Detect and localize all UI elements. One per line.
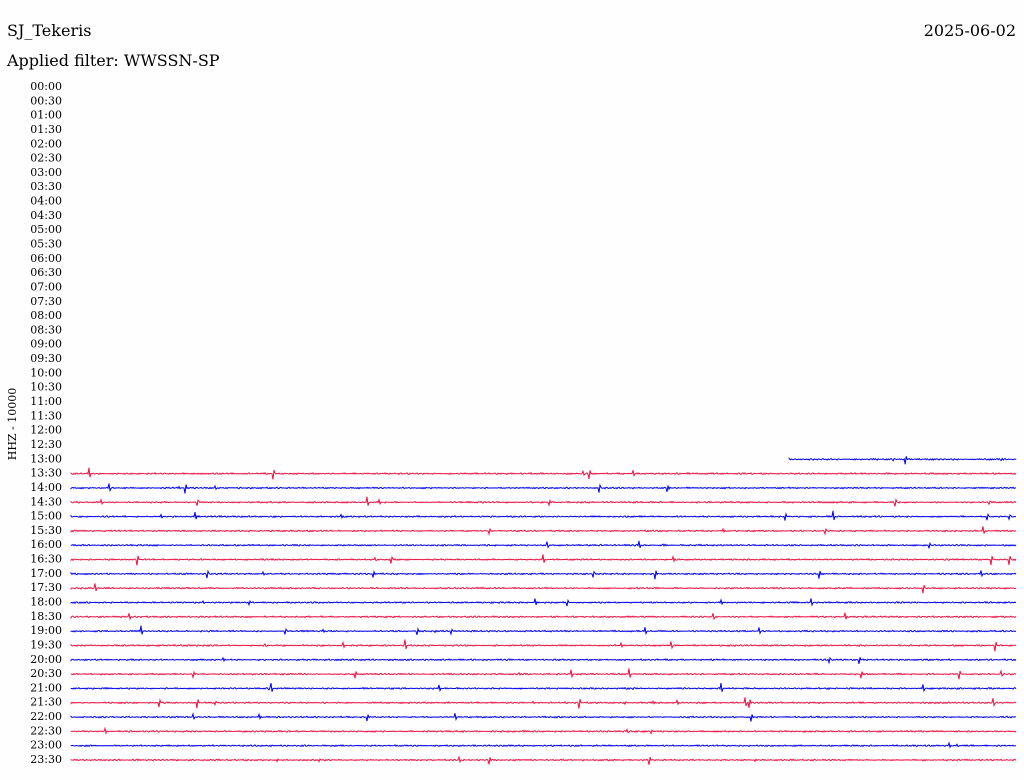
time-label: 01:00	[30, 109, 62, 122]
trace	[70, 467, 1017, 480]
time-label: 12:00	[30, 424, 62, 437]
trace	[70, 540, 1017, 549]
time-label: 13:30	[30, 467, 62, 480]
time-label: 19:00	[30, 624, 62, 637]
trace	[70, 496, 1017, 507]
date: 2025-06-02	[924, 21, 1016, 40]
time-label: 09:00	[30, 338, 62, 351]
time-label: 15:00	[30, 510, 62, 523]
time-label: 19:30	[30, 638, 62, 651]
time-label: 23:30	[30, 753, 62, 766]
trace	[70, 741, 1017, 749]
time-label: 13:00	[30, 452, 62, 465]
trace	[70, 668, 1017, 680]
time-label: 17:30	[30, 581, 62, 594]
time-label: 20:30	[30, 667, 62, 680]
time-label: 06:30	[30, 266, 62, 279]
trace	[70, 682, 1017, 693]
trace	[70, 598, 1017, 607]
time-label: 06:00	[30, 252, 62, 265]
time-label: 04:30	[30, 209, 62, 222]
trace	[70, 639, 1017, 652]
time-label: 16:30	[30, 553, 62, 566]
trace	[70, 755, 1017, 765]
time-label: 07:30	[30, 295, 62, 308]
time-label: 14:00	[30, 481, 62, 494]
trace	[70, 583, 1017, 594]
time-label: 07:00	[30, 280, 62, 293]
trace	[70, 726, 1017, 735]
time-label: 16:00	[30, 538, 62, 551]
trace	[70, 510, 1017, 521]
time-label: 23:00	[30, 739, 62, 752]
trace	[70, 554, 1017, 566]
time-label: 18:30	[30, 610, 62, 623]
time-label: 10:30	[30, 381, 62, 394]
time-label: 20:00	[30, 653, 62, 666]
time-label: 08:30	[30, 323, 62, 336]
time-label: 05:30	[30, 238, 62, 251]
trace	[70, 569, 1017, 580]
station-title: SJ_Tekeris	[7, 21, 91, 40]
time-label: 03:30	[30, 180, 62, 193]
time-label: 15:30	[30, 524, 62, 537]
time-label: 02:30	[30, 152, 62, 165]
trace	[70, 483, 1017, 494]
trace	[70, 697, 1017, 709]
channel-label: HHZ - 10000	[6, 388, 19, 461]
trace	[70, 712, 1017, 722]
time-label: 01:30	[30, 123, 62, 136]
time-label: 22:30	[30, 724, 62, 737]
time-label: 09:30	[30, 352, 62, 365]
time-label: 11:30	[30, 409, 62, 422]
time-label: 03:00	[30, 166, 62, 179]
time-label: 02:00	[30, 137, 62, 150]
trace	[70, 612, 1017, 621]
time-label: 12:30	[30, 438, 62, 451]
time-label: 04:00	[30, 195, 62, 208]
time-label: 17:00	[30, 567, 62, 580]
time-label: 18:00	[30, 595, 62, 608]
time-label: 21:00	[30, 681, 62, 694]
time-label: 00:30	[30, 94, 62, 107]
time-label: 08:00	[30, 309, 62, 322]
time-label: 21:30	[30, 696, 62, 709]
time-label: 05:00	[30, 223, 62, 236]
trace	[70, 625, 1017, 636]
time-label: 10:00	[30, 366, 62, 379]
time-label: 14:30	[30, 495, 62, 508]
trace	[70, 526, 1017, 536]
time-label: 00:00	[30, 80, 62, 93]
time-label: 11:00	[30, 395, 62, 408]
trace	[788, 456, 1017, 465]
trace	[70, 656, 1017, 665]
filter-label: Applied filter: WWSSN-SP	[6, 51, 220, 70]
time-label: 22:00	[30, 710, 62, 723]
